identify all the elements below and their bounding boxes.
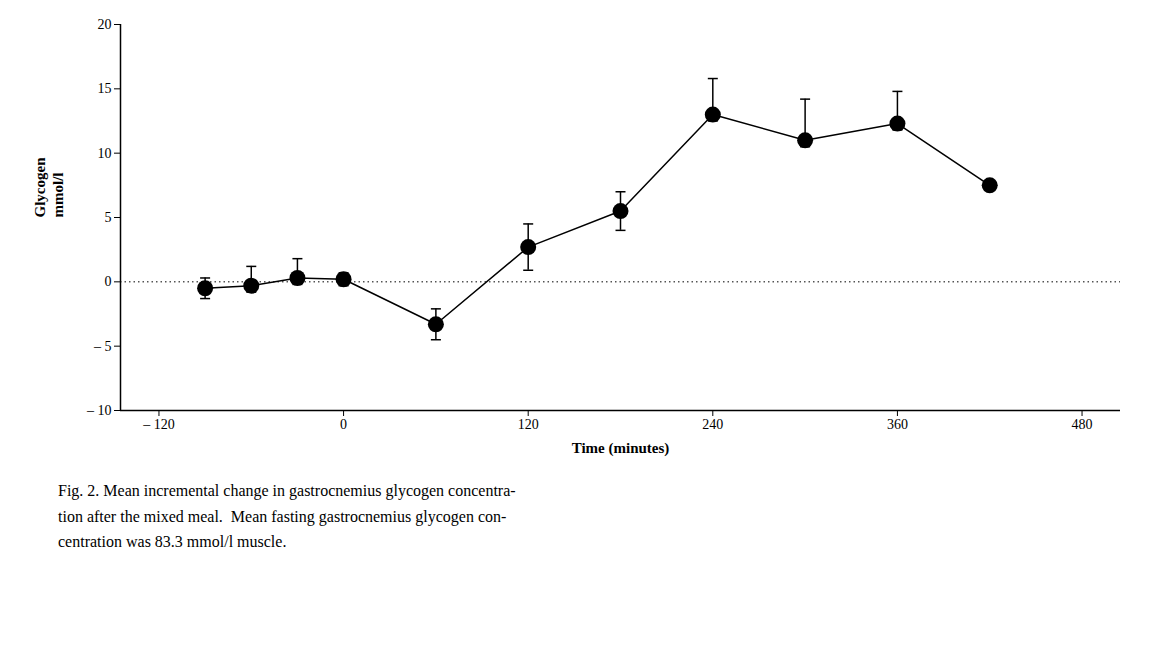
- svg-text:0: 0: [340, 417, 347, 432]
- svg-text:360: 360: [887, 417, 908, 432]
- svg-text:0: 0: [105, 274, 112, 289]
- svg-text:5: 5: [105, 210, 112, 225]
- html-text:Fig. 2. Mean incremental chang: Fig. 2. Mean incremental change in gastr…: [58, 482, 516, 551]
- svg-text:– 5: – 5: [93, 339, 112, 354]
- svg-text:480: 480: [1072, 417, 1093, 432]
- svg-text:120: 120: [518, 417, 539, 432]
- svg-text:– 10: – 10: [86, 403, 112, 418]
- svg-text:20: 20: [98, 17, 112, 32]
- svg-text:Time (minutes): Time (minutes): [572, 440, 670, 457]
- svg-text:Glycogenmmol/l: Glycogenmmol/l: [32, 157, 66, 218]
- svg-text:15: 15: [98, 81, 112, 96]
- svg-text:– 120: – 120: [142, 417, 175, 432]
- svg-text:240: 240: [702, 417, 723, 432]
- svg-text:10: 10: [98, 146, 112, 161]
